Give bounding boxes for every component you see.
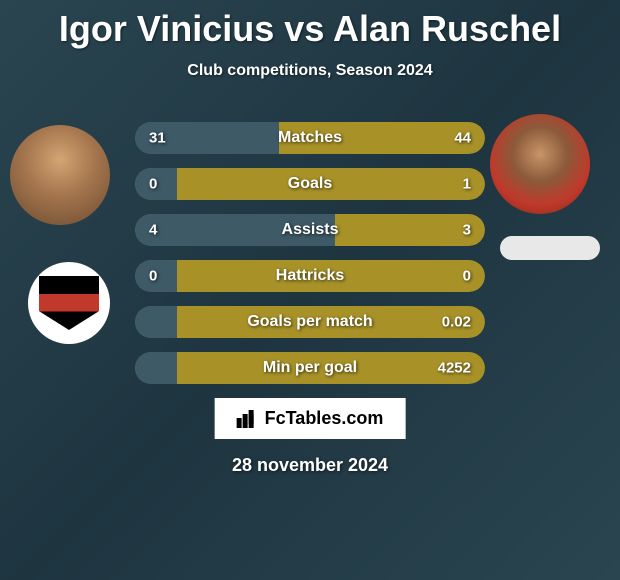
stat-value-left: 31 [149,130,166,147]
stat-label: Min per goal [263,359,357,377]
comparison-subtitle: Club competitions, Season 2024 [0,62,620,80]
stat-label: Assists [282,221,339,239]
player-left-club-logo [28,262,110,344]
player-right-avatar [490,114,590,214]
comparison-title: Igor Vinicius vs Alan Ruschel [0,0,620,50]
stat-value-left: 4 [149,222,157,239]
stats-bars: 31 Matches 44 0 Goals 1 4 Assists 3 0 Hattricks 0 Go… [135,122,485,398]
stat-value-right: 0 [463,268,471,285]
stat-value-right: 0.02 [442,314,471,331]
stat-bar-row: 4 Assists 3 [135,214,485,246]
watermark-text: FcTables.com [265,408,384,429]
stat-value-right: 3 [463,222,471,239]
stat-bar-row: 0 Goals 1 [135,168,485,200]
stat-label: Goals per match [247,313,372,331]
stat-label: Goals [288,175,332,193]
stat-bar-row: 31 Matches 44 [135,122,485,154]
stat-label: Matches [278,129,342,147]
stat-bar-row: Goals per match 0.02 [135,306,485,338]
stat-bar-row: 0 Hattricks 0 [135,260,485,292]
stat-bar-row: Min per goal 4252 [135,352,485,384]
player-left-avatar [10,125,110,225]
stat-bar-fill [135,306,177,338]
chart-icon [237,410,259,428]
stat-bar-fill [135,352,177,384]
watermark: FcTables.com [215,398,406,439]
stat-value-right: 44 [454,130,471,147]
player-right-club-logo [500,236,600,260]
stat-label: Hattricks [276,267,344,285]
stat-value-right: 1 [463,176,471,193]
stat-value-left: 0 [149,268,157,285]
stat-value-left: 0 [149,176,157,193]
stat-value-right: 4252 [438,360,471,377]
comparison-date: 28 november 2024 [232,455,388,476]
